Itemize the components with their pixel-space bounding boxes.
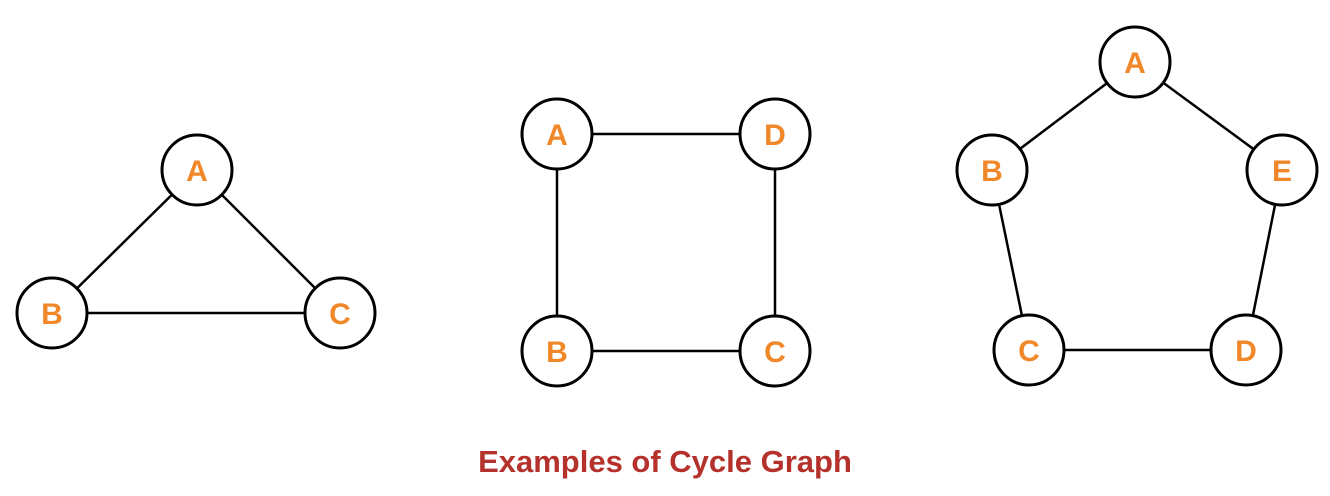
graph-triangle-nodes: A B C — [15, 133, 377, 350]
node-triangle-A: A — [160, 133, 234, 207]
node-label: E — [1272, 155, 1292, 188]
graph-square-edges — [555, 132, 777, 353]
node-label: B — [41, 298, 63, 331]
graph-square-nodes: A D B C — [520, 97, 812, 388]
edges-layer — [51, 60, 1284, 353]
graph-pentagon-edges — [990, 60, 1284, 352]
node-circle — [1245, 133, 1319, 207]
node-circle — [520, 314, 594, 388]
node-label: C — [764, 336, 786, 369]
node-circle — [992, 313, 1066, 387]
node-circle — [160, 133, 234, 207]
node-pentagon-C: C — [992, 313, 1066, 387]
diagram-caption: Examples of Cycle Graph — [478, 444, 852, 479]
node-label: D — [1235, 335, 1257, 368]
node-label: B — [981, 155, 1003, 188]
node-square-C: C — [738, 314, 812, 388]
node-circle — [955, 133, 1029, 207]
node-circle — [303, 276, 377, 350]
node-triangle-B: B — [15, 276, 89, 350]
node-label: D — [764, 119, 786, 152]
node-circle — [520, 97, 594, 171]
node-pentagon-B: B — [955, 133, 1029, 207]
node-label: C — [329, 298, 351, 331]
node-circle — [738, 97, 812, 171]
node-label: A — [1124, 47, 1146, 80]
node-label: A — [186, 155, 208, 188]
node-label: C — [1018, 335, 1040, 368]
graph-pentagon-nodes: A B E C D — [955, 25, 1319, 387]
node-label: A — [546, 119, 568, 152]
node-label: B — [546, 336, 568, 369]
node-circle — [15, 276, 89, 350]
node-square-A: A — [520, 97, 594, 171]
nodes-layer: A B C A D B C A B E C D — [15, 25, 1319, 388]
node-circle — [1098, 25, 1172, 99]
node-square-D: D — [738, 97, 812, 171]
node-triangle-C: C — [303, 276, 377, 350]
node-pentagon-A: A — [1098, 25, 1172, 99]
node-circle — [738, 314, 812, 388]
node-circle — [1209, 313, 1283, 387]
node-pentagon-E: E — [1245, 133, 1319, 207]
node-square-B: B — [520, 314, 594, 388]
node-pentagon-D: D — [1209, 313, 1283, 387]
